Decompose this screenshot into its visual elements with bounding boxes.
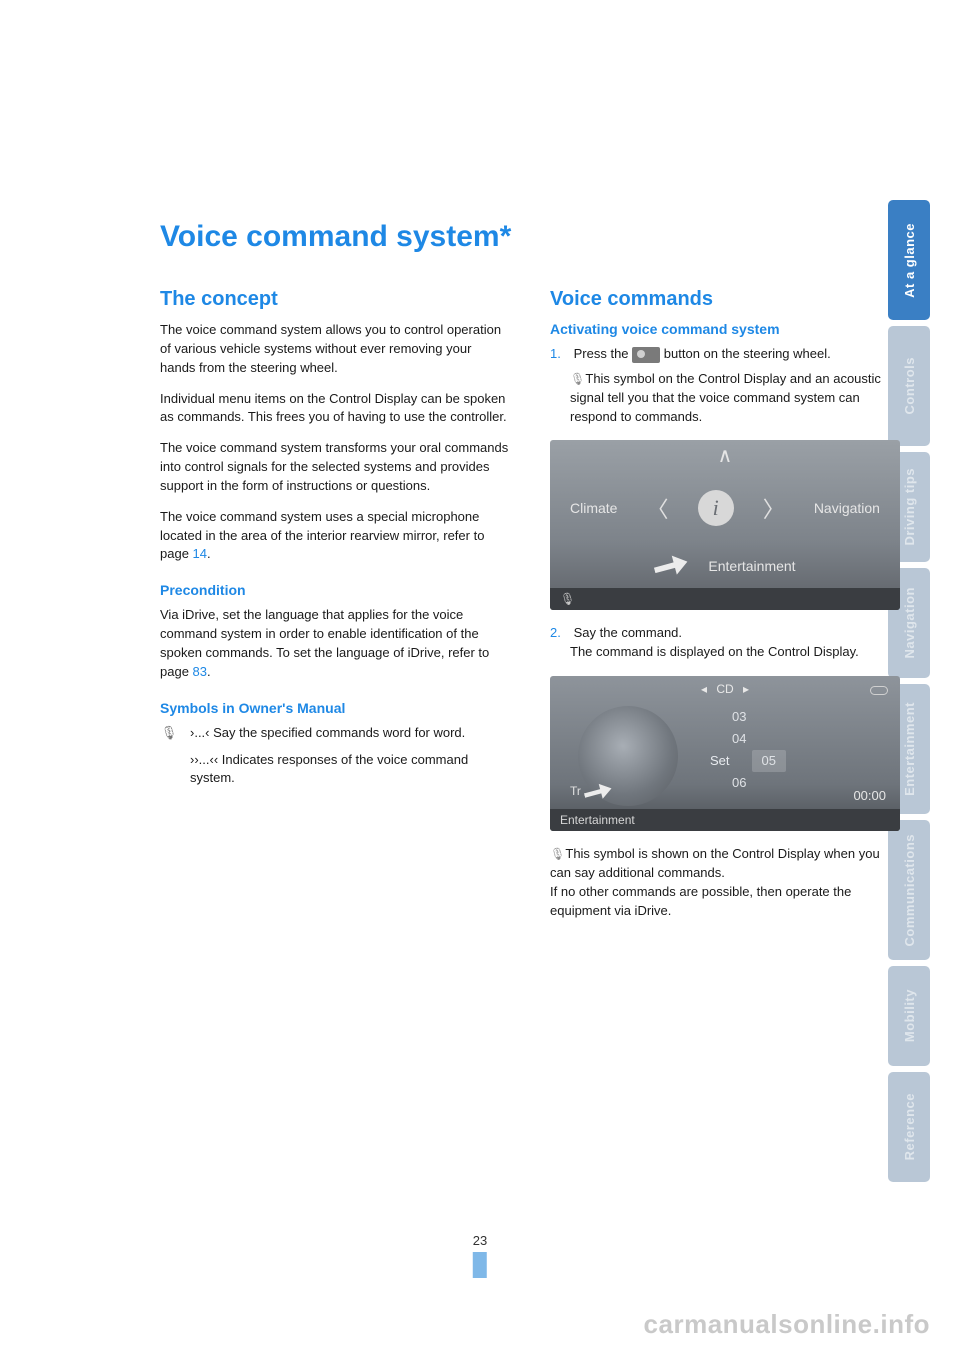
steps-list: 2. Say the command. The command is displ… bbox=[550, 624, 900, 662]
page-ref-link[interactable]: 83 bbox=[193, 664, 207, 679]
tab-reference[interactable]: Reference bbox=[888, 1072, 930, 1182]
tab-label: Navigation bbox=[902, 587, 917, 658]
symbol-desc: ››...‹‹ Indicates responses of the voice… bbox=[190, 751, 510, 789]
fig-status-strip: Entertainment bbox=[550, 809, 900, 831]
fig-label-navigation: Navigation bbox=[814, 500, 880, 516]
tab-label: At a glance bbox=[902, 223, 917, 298]
fig-tr-corner: Tr bbox=[570, 781, 612, 803]
voice-button-icon bbox=[632, 347, 660, 363]
strip-label: Entertainment bbox=[560, 813, 635, 827]
watermark: carmanualsonline.info bbox=[644, 1309, 930, 1340]
arrow-icon bbox=[651, 548, 691, 584]
arrow-icon bbox=[582, 778, 615, 806]
voice-symbol-icon: 🎙 bbox=[550, 846, 562, 863]
step-number: 2. bbox=[550, 624, 570, 643]
tab-label: Controls bbox=[902, 357, 917, 414]
figure-cd-display: ◂ CD ▸ 03 04 Set 05 06 Tr 00:00 bbox=[550, 676, 900, 831]
chevron-left-icon: 〈 bbox=[647, 492, 669, 524]
text: If no other commands are possible, then … bbox=[550, 884, 851, 918]
para: Individual menu items on the Control Dis… bbox=[160, 390, 510, 428]
chevron-right-icon: ▸ bbox=[737, 682, 755, 696]
fig-chevron-up: ∧ bbox=[550, 440, 900, 470]
fig-header: ◂ CD ▸ bbox=[550, 682, 900, 696]
voice-symbol-icon: 🎙 bbox=[560, 592, 575, 606]
step-2: 2. Say the command. The command is displ… bbox=[550, 624, 900, 662]
tab-label: Entertainment bbox=[902, 702, 917, 796]
fig-status-strip: 🎙 bbox=[550, 588, 900, 610]
voice-icon: 🎙 bbox=[160, 724, 178, 743]
para: 🎙 This symbol is shown on the Control Di… bbox=[550, 845, 900, 920]
voice-symbol-icon: 🎙 bbox=[570, 371, 582, 388]
set-label: Set bbox=[710, 750, 730, 772]
para: The voice command system transforms your… bbox=[160, 439, 510, 496]
info-circle-icon: i bbox=[698, 490, 734, 526]
spacer bbox=[160, 751, 178, 789]
indicator-icon bbox=[870, 686, 888, 695]
step-note: 🎙 This symbol on the Control Display and… bbox=[550, 370, 900, 427]
tab-communications[interactable]: Communications bbox=[888, 820, 930, 960]
text: . bbox=[207, 664, 211, 679]
text: Press the bbox=[574, 346, 633, 361]
tab-mobility[interactable]: Mobility bbox=[888, 966, 930, 1066]
text: This symbol on the Control Display and a… bbox=[570, 371, 881, 424]
text: Say the command. bbox=[574, 625, 682, 640]
page-title: Voice command system* bbox=[160, 220, 900, 254]
symbol-row: ››...‹‹ Indicates responses of the voice… bbox=[160, 751, 510, 789]
track-row: 06 bbox=[732, 772, 746, 794]
track-row: 03 bbox=[732, 706, 746, 728]
tab-label: Driving tips bbox=[902, 468, 917, 546]
text: . bbox=[207, 546, 211, 561]
right-column: Voice commands Activating voice command … bbox=[550, 288, 900, 932]
page-number-block: 23 bbox=[473, 1233, 487, 1278]
fig-header-label: CD bbox=[716, 682, 733, 696]
fig-time: 00:00 bbox=[853, 788, 886, 803]
heading-activating: Activating voice command system bbox=[550, 321, 900, 337]
tab-controls[interactable]: Controls bbox=[888, 326, 930, 446]
fig-mid-row: Climate 〈 i 〉 Navigation bbox=[550, 490, 900, 526]
para: The voice command system allows you to c… bbox=[160, 321, 510, 378]
page-number: 23 bbox=[473, 1233, 487, 1248]
text: button on the steering wheel. bbox=[664, 346, 831, 361]
para: The voice command system uses a special … bbox=[160, 508, 510, 565]
track-row: 04 bbox=[732, 728, 746, 750]
chevron-up-icon: ∧ bbox=[718, 443, 733, 468]
steps-list: 1. Press the button on the steering whee… bbox=[550, 345, 900, 426]
content-columns: The concept The voice command system all… bbox=[160, 288, 900, 932]
track-row-selected: 05 bbox=[752, 750, 786, 772]
figure-idrive-menu: ∧ Climate 〈 i 〉 Navigation Entertainment… bbox=[550, 440, 900, 610]
step-1: 1. Press the button on the steering whee… bbox=[550, 345, 900, 426]
fig-track-list: 03 04 Set 05 06 bbox=[710, 706, 786, 794]
text: This symbol is shown on the Control Disp… bbox=[550, 846, 880, 880]
page-ref-link[interactable]: 14 bbox=[193, 546, 207, 561]
heading-precondition: Precondition bbox=[160, 582, 510, 598]
heading-symbols: Symbols in Owner's Manual bbox=[160, 700, 510, 716]
para: Via iDrive, set the language that applie… bbox=[160, 606, 510, 681]
step-subtext: The command is displayed on the Control … bbox=[550, 643, 900, 662]
page: At a glance Controls Driving tips Naviga… bbox=[0, 0, 960, 1358]
tab-label: Mobility bbox=[902, 989, 917, 1042]
symbol-row: 🎙 ›...‹ Say the specified commands word … bbox=[160, 724, 510, 743]
tab-label: Communications bbox=[902, 834, 917, 946]
step-number: 1. bbox=[550, 345, 570, 364]
chevron-right-icon: 〉 bbox=[763, 492, 785, 524]
heading-voice-commands: Voice commands bbox=[550, 288, 900, 311]
tab-at-a-glance[interactable]: At a glance bbox=[888, 200, 930, 320]
tab-label: Reference bbox=[902, 1093, 917, 1160]
fig-label-climate: Climate bbox=[570, 500, 617, 516]
fig-label-entertainment: Entertainment bbox=[708, 558, 795, 574]
heading-concept: The concept bbox=[160, 288, 510, 311]
fig-bottom-row: Entertainment bbox=[550, 552, 900, 580]
symbol-desc: ›...‹ Say the specified commands word fo… bbox=[190, 724, 465, 743]
page-number-bar bbox=[473, 1252, 487, 1278]
left-column: The concept The voice command system all… bbox=[160, 288, 510, 932]
chevron-left-icon: ◂ bbox=[695, 682, 713, 696]
tr-label: Tr bbox=[570, 784, 581, 798]
